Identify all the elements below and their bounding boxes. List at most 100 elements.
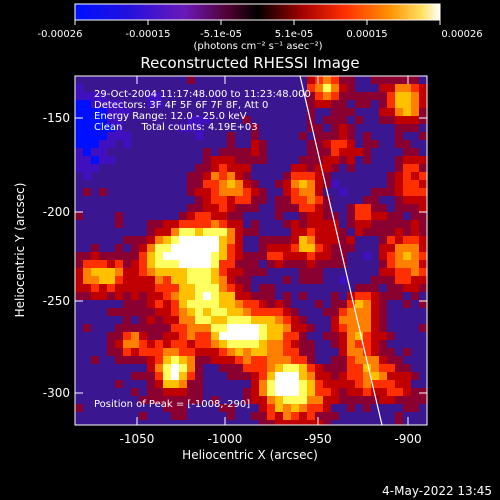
heatmap-cell [331,116,339,124]
heatmap-cell [91,356,99,364]
heatmap-cell [107,276,115,284]
heatmap-cell [211,156,219,164]
heatmap-cell [267,364,275,372]
heatmap-cell [195,220,203,228]
colorbar-tick-label: 0.00026 [441,29,482,40]
heatmap-cell [227,252,235,260]
heatmap-cell [179,300,187,308]
heatmap-cell [299,244,307,252]
heatmap-cell [363,132,371,140]
heatmap-cell [171,244,179,252]
heatmap-cell [219,156,227,164]
heatmap-cell [123,340,131,348]
heatmap-cell [339,188,347,196]
heatmap-cell [371,300,379,308]
heatmap-cell [211,236,219,244]
heatmap-cell [291,380,299,388]
heatmap-cell [363,300,371,308]
heatmap-cell [355,356,363,364]
heatmap-cell [291,412,299,420]
heatmap-cell [219,340,227,348]
heatmap-cell [259,308,267,316]
heatmap-cell [259,412,267,420]
heatmap-cell [147,292,155,300]
heatmap-cell [347,140,355,148]
heatmap-cell [115,132,123,140]
heatmap-cell [75,84,83,92]
heatmap-cell [371,372,379,380]
heatmap-cell [395,156,403,164]
heatmap-cell [259,380,267,388]
heatmap-cell [123,140,131,148]
heatmap-cell [219,284,227,292]
heatmap-cell [187,356,195,364]
heatmap-cell [363,380,371,388]
heatmap-cell [299,212,307,220]
heatmap-cell [411,156,419,164]
heatmap-cell [219,316,227,324]
heatmap-cell [179,124,187,132]
heatmap-cell [291,180,299,188]
heatmap-cell [283,340,291,348]
heatmap-cell [195,332,203,340]
heatmap-cell [179,372,187,380]
heatmap-cell [211,356,219,364]
heatmap-cell [315,364,323,372]
heatmap-cell [267,284,275,292]
heatmap-cell [115,116,123,124]
heatmap-cell [363,316,371,324]
heatmap-cell [123,236,131,244]
heatmap-cell [363,252,371,260]
heatmap-cell [139,292,147,300]
heatmap-cell [315,380,323,388]
heatmap-cell [419,156,427,164]
heatmap-cell [115,260,123,268]
heatmap-cell [331,236,339,244]
heatmap-cell [267,380,275,388]
colorbar-ticks [74,20,441,25]
heatmap-cell [227,364,235,372]
heatmap-cell [179,308,187,316]
heatmap-cell [283,388,291,396]
heatmap-cell [187,396,195,404]
heatmap-cell [275,300,283,308]
heatmap-cell [411,236,419,244]
heatmap-cell [283,276,291,284]
heatmap-cell [419,132,427,140]
heatmap-cell [275,364,283,372]
heatmap-cell [163,316,171,324]
heatmap-cell [403,244,411,252]
heatmap-cell [347,108,355,116]
heatmap-cell [315,276,323,284]
heatmap-cell [115,348,123,356]
heatmap-cell [83,268,91,276]
heatmap-cell [315,236,323,244]
heatmap-cell [219,292,227,300]
heatmap-cell [243,156,251,164]
heatmap-cell [419,92,427,100]
heatmap-cell [371,196,379,204]
heatmap-cell [227,372,235,380]
heatmap-cell [203,348,211,356]
heatmap-cell [171,332,179,340]
heatmap-cell [195,244,203,252]
heatmap-cell [211,212,219,220]
heatmap-cell [331,76,339,84]
heatmap-cell [243,196,251,204]
heatmap-cell [187,284,195,292]
heatmap-cell [331,180,339,188]
heatmap-cell [299,332,307,340]
heatmap-cell [267,252,275,260]
heatmap-cell [411,180,419,188]
heatmap-cell [211,164,219,172]
heatmap-cell [75,148,83,156]
heatmap-cell [163,252,171,260]
heatmap-cell [131,308,139,316]
heatmap-cell [315,148,323,156]
heatmap-cell [283,236,291,244]
heatmap-cell [219,300,227,308]
heatmap-cell [235,292,243,300]
heatmap-cell [283,332,291,340]
heatmap-cell [83,124,91,132]
heatmap-cell [307,92,315,100]
